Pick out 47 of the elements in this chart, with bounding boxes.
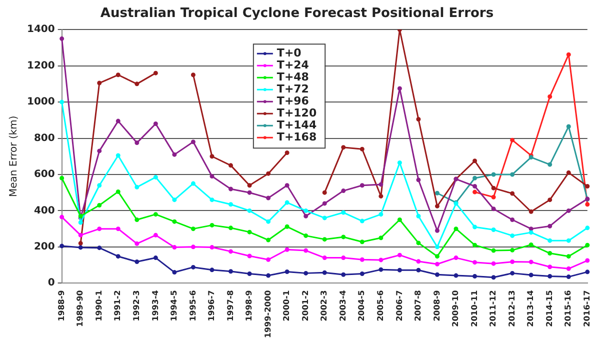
x-tick-label: 1992-3 <box>132 290 141 322</box>
x-tick-label: 2016-17 <box>582 290 592 327</box>
x-tick-label: 2015-16 <box>564 290 573 327</box>
x-tick-label: 2006-7 <box>394 290 404 322</box>
legend-label: T+168 <box>276 130 317 144</box>
x-tick-label: 2009-10 <box>451 290 460 327</box>
x-tick-label: 1988-9 <box>56 290 66 322</box>
x-tick-label: 2000-1 <box>282 290 292 322</box>
y-tick-label: 400 <box>34 205 55 216</box>
x-tick-label: 2002-3 <box>320 290 329 322</box>
x-tick-label: 1999-2000 <box>263 290 272 338</box>
legend-label: T+24 <box>276 58 310 72</box>
x-tick-label: 1995-6 <box>188 290 198 322</box>
legend-label: T+120 <box>276 106 317 120</box>
legend-label: T+144 <box>276 118 317 132</box>
y-tick-label: 0 <box>48 278 55 289</box>
y-tick-label: 200 <box>34 242 55 253</box>
x-tick-label: 2001-2 <box>300 290 310 322</box>
x-tick-label: 1996-7 <box>207 290 216 322</box>
x-tick-label: 1998-9 <box>244 290 254 322</box>
chart-title: Australian Tropical Cyclone Forecast Positional Errors <box>100 6 494 22</box>
x-tick-label: 1991-2 <box>113 290 122 322</box>
x-tick-label: 1993-4 <box>150 290 160 322</box>
x-tick-label: 1989-90 <box>76 290 85 327</box>
x-tick-label: 2005-6 <box>376 290 386 322</box>
legend-label: T+0 <box>276 46 302 60</box>
x-tick-label: 1994-5 <box>170 290 179 322</box>
x-tick-label: 2011-12 <box>488 290 498 327</box>
y-tick-label: 800 <box>34 132 55 144</box>
x-tick-label: 2004-5 <box>357 290 366 322</box>
x-tick-label: 1990-1 <box>94 290 104 322</box>
y-axis-title: Mean Error (km) <box>8 116 20 198</box>
y-tick-label: 1200 <box>26 60 55 72</box>
x-tick-label: 1997-8 <box>226 290 235 322</box>
x-tick-label: 2007-8 <box>414 290 423 322</box>
y-tick-label: 1400 <box>26 24 55 36</box>
legend-label: T+72 <box>276 82 309 96</box>
x-tick-label: 2008-9 <box>432 290 442 322</box>
x-tick-label: 2010-11 <box>470 290 479 327</box>
y-tick-label: 1000 <box>26 96 55 108</box>
legend-label: T+96 <box>276 94 310 108</box>
y-tick-label: 600 <box>34 169 55 180</box>
legend-label: T+48 <box>276 70 309 84</box>
x-tick-label: 2012-13 <box>507 290 516 327</box>
x-tick-label: 2013-14 <box>526 290 536 327</box>
x-tick-label: 2014-15 <box>544 290 554 327</box>
x-tick-label: 2003-4 <box>338 290 348 322</box>
